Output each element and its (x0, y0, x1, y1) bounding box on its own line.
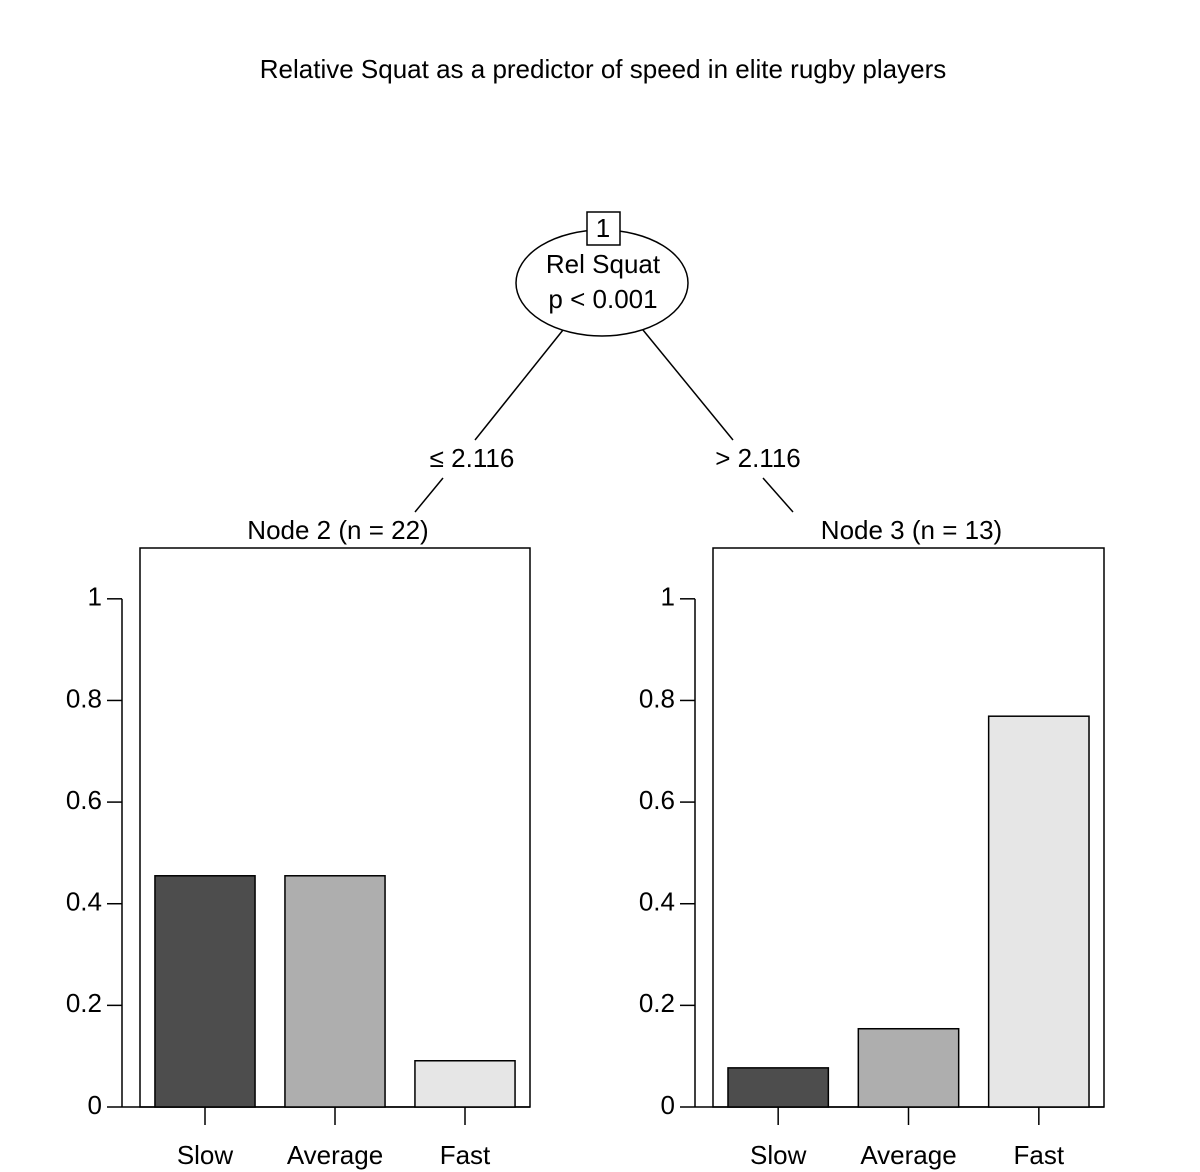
y-tick-label: 0.6 (639, 785, 675, 815)
x-tick-label: Average (860, 1140, 956, 1170)
y-tick-label: 0.4 (66, 887, 102, 917)
x-tick-label: Slow (750, 1140, 807, 1170)
y-tick-label: 0.8 (639, 683, 675, 713)
y-tick-label: 0 (88, 1090, 102, 1120)
edge-label: ≤ 2.116 (430, 443, 515, 473)
y-tick-label: 0.8 (66, 683, 102, 713)
y-tick-label: 0.6 (66, 785, 102, 815)
node-id: 1 (596, 213, 610, 243)
edge-label: > 2.116 (715, 443, 801, 473)
tree-edge (474, 329, 564, 441)
y-tick-label: 1 (661, 582, 675, 612)
tree-edge (642, 329, 734, 441)
node-label: Rel Squat (546, 249, 661, 279)
chart-title: Relative Squat as a predictor of speed i… (260, 54, 947, 84)
y-tick-label: 1 (88, 582, 102, 612)
bar (154, 875, 256, 1108)
bar (987, 715, 1090, 1108)
bar (284, 875, 386, 1108)
bar (727, 1067, 830, 1108)
x-tick-label: Fast (1014, 1140, 1065, 1170)
x-tick-label: Average (287, 1140, 383, 1170)
y-tick-label: 0.4 (639, 887, 675, 917)
bar (414, 1060, 516, 1108)
node-id-box (586, 211, 621, 246)
tree-edge (762, 477, 794, 513)
node-p: p < 0.001 (548, 284, 657, 314)
x-tick-label: Slow (177, 1140, 234, 1170)
panel-title: Node 2 (n = 22) (247, 515, 428, 545)
panel-title: Node 3 (n = 13) (821, 515, 1002, 545)
y-tick-label: 0.2 (66, 988, 102, 1018)
tree-edge (414, 477, 444, 513)
bar (857, 1027, 960, 1108)
y-tick-label: 0.2 (639, 988, 675, 1018)
y-tick-label: 0 (661, 1090, 675, 1120)
x-tick-label: Fast (440, 1140, 491, 1170)
